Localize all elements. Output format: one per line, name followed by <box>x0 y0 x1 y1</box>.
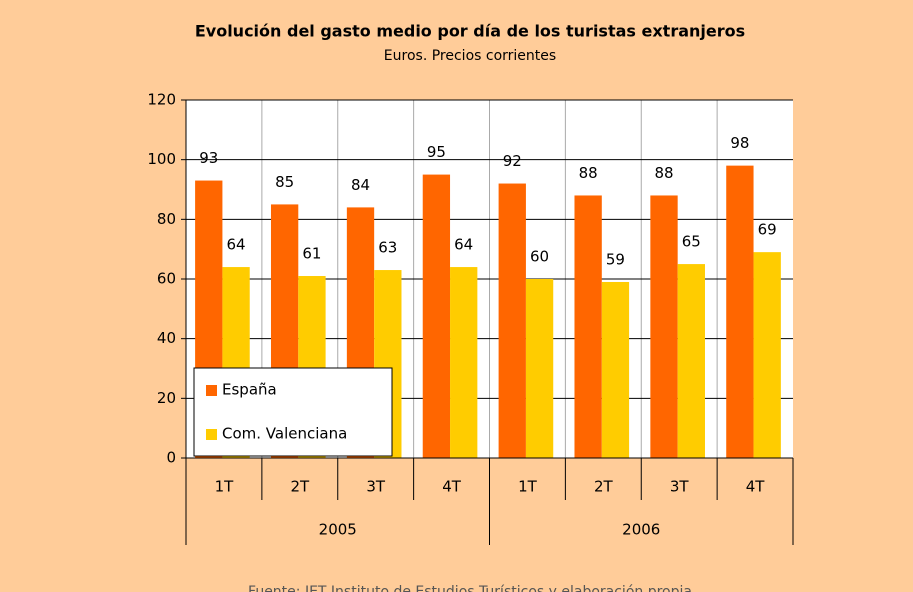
source-note: Fuente: IET Instituto de Estudios Turíst… <box>248 584 692 592</box>
group-label: 2006 <box>622 521 660 539</box>
data-label: 93 <box>199 149 218 167</box>
data-label: 64 <box>227 236 246 254</box>
data-label: 88 <box>654 164 673 182</box>
x-tick-label: 2T <box>594 478 614 496</box>
x-tick-label: 4T <box>746 478 766 496</box>
data-label: 63 <box>378 239 397 257</box>
data-label: 69 <box>758 221 777 239</box>
x-tick-label: 1T <box>215 478 235 496</box>
data-label: 60 <box>530 248 549 266</box>
bar <box>450 267 478 458</box>
y-tick-label: 120 <box>147 91 176 109</box>
data-label: 92 <box>503 152 522 170</box>
chart-subtitle: Euros. Precios corrientes <box>384 48 556 64</box>
legend-swatch <box>206 385 217 396</box>
legend-label: España <box>222 381 277 399</box>
x-tick-label: 1T <box>518 478 538 496</box>
group-label: 2005 <box>319 521 357 539</box>
bar <box>677 264 705 458</box>
data-label: 95 <box>427 143 446 161</box>
data-label: 88 <box>579 164 598 182</box>
bar <box>726 165 754 458</box>
data-label: 65 <box>682 233 701 251</box>
chart-title: Evolución del gasto medio por día de los… <box>195 22 745 41</box>
x-tick-label: 3T <box>670 478 690 496</box>
bar <box>574 195 602 458</box>
data-label: 61 <box>302 245 321 263</box>
y-tick-label: 40 <box>157 329 176 347</box>
y-tick-label: 100 <box>147 150 176 168</box>
data-label: 85 <box>275 173 294 191</box>
y-tick-label: 80 <box>157 210 176 228</box>
bar <box>650 195 678 458</box>
bar <box>753 252 781 458</box>
data-label: 98 <box>730 134 749 152</box>
bar <box>422 174 451 459</box>
bar <box>601 281 630 458</box>
y-tick-label: 0 <box>166 449 176 467</box>
bar <box>525 279 554 458</box>
bar <box>498 183 526 459</box>
legend-swatch <box>206 429 217 440</box>
x-tick-label: 2T <box>290 478 310 496</box>
y-tick-label: 20 <box>157 389 176 407</box>
data-label: 59 <box>606 250 625 268</box>
data-label: 64 <box>454 236 473 254</box>
data-label: 84 <box>351 176 370 194</box>
legend-label: Com. Valenciana <box>222 425 347 443</box>
x-tick-label: 4T <box>442 478 462 496</box>
y-tick-label: 60 <box>157 270 176 288</box>
legend-box <box>193 367 393 457</box>
x-tick-label: 3T <box>366 478 386 496</box>
